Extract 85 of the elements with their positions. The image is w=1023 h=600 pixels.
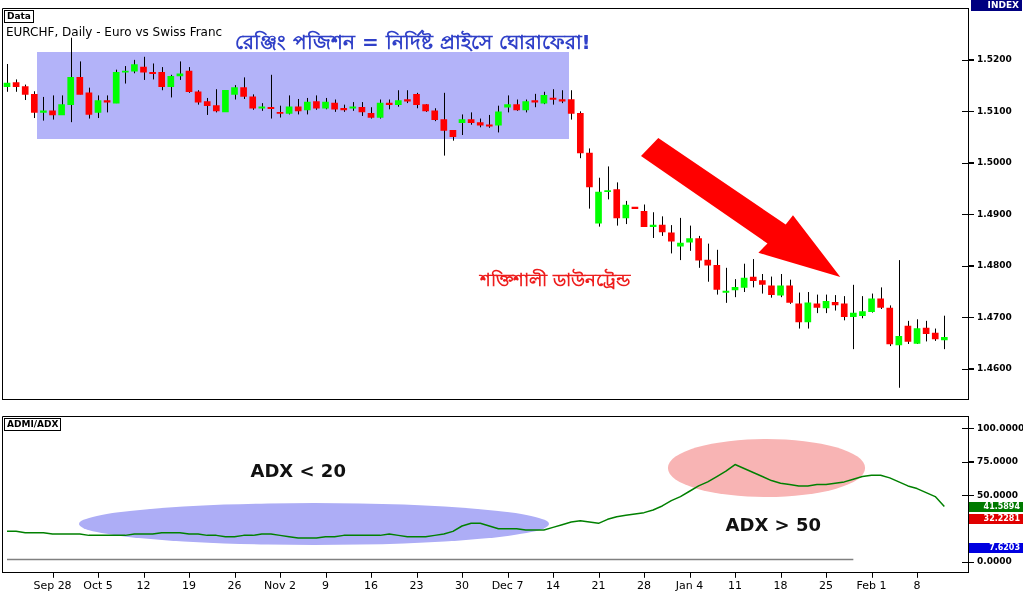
- y-tick-label: 100.0000: [977, 422, 1023, 433]
- candlestick: [795, 292, 803, 330]
- chart-title: Data: [4, 10, 34, 24]
- x-tick-label: 19: [182, 579, 197, 593]
- candlestick: [913, 318, 921, 345]
- candlestick: [376, 99, 384, 120]
- chart-title: ADMI/ADX: [4, 418, 62, 432]
- annotation: ADX > 50: [725, 513, 821, 535]
- candlestick: [58, 94, 65, 116]
- candlestick: [158, 66, 166, 91]
- y-tick-label: 1.4700: [977, 311, 1012, 322]
- candlestick: [567, 89, 575, 121]
- y-tick-label: 50.0000: [977, 489, 1018, 500]
- y-tick-label: 0.0000: [977, 556, 1012, 567]
- annotation: রেঞ্জিং পজিশন = নির্দিষ্ট প্রাইসে ঘোরাফেরা!: [235, 28, 591, 56]
- candlestick: [904, 320, 912, 345]
- x-tick-label: 21: [591, 579, 606, 593]
- candlestick: [695, 235, 702, 269]
- candlestick: [94, 94, 102, 119]
- candlestick: [85, 87, 93, 120]
- x-tick-label: 26: [227, 579, 242, 593]
- candlestick: [777, 273, 784, 298]
- candlestick: [222, 89, 229, 113]
- candlestick: [768, 276, 775, 299]
- x-tick-label: 8: [913, 579, 921, 593]
- candlestick: [850, 284, 857, 350]
- candlestick: [440, 92, 448, 157]
- candlestick: [167, 74, 175, 98]
- text: 41.5894: [969, 501, 1023, 512]
- x-tick-label: Nov 2: [264, 579, 296, 593]
- candlestick: [30, 90, 38, 119]
- x-tick-label: Oct 5: [83, 579, 113, 593]
- candlestick: [140, 56, 147, 81]
- candlestick: [495, 105, 502, 133]
- text: 32.2281: [969, 514, 1023, 525]
- x-tick-label: 14: [546, 579, 561, 593]
- candlestick: [749, 258, 757, 288]
- candlestick: [686, 225, 693, 252]
- candlestick: [668, 224, 675, 254]
- candlestick: [212, 88, 220, 113]
- y-tick-label: 1.4900: [977, 208, 1012, 219]
- annotation: শক্তিশালী ডাউনট্রেন্ড: [479, 267, 630, 292]
- candlestick: [658, 215, 666, 237]
- x-tick-label: Dec 7: [491, 579, 524, 593]
- candlestick: [622, 200, 630, 225]
- x-tick-label: 28: [637, 579, 652, 593]
- y-tick-label: 1.5000: [977, 157, 1012, 168]
- x-tick-label: 11: [728, 579, 743, 593]
- candlestick: [677, 217, 684, 261]
- x-tick-label: 16: [364, 579, 379, 593]
- y-axis-title: INDEX: [971, 0, 1022, 11]
- x-tick-label: 18: [773, 579, 788, 593]
- x-tick-label: Feb 1: [856, 579, 887, 593]
- candlestick: [759, 273, 766, 295]
- x-tick-label: 30: [455, 579, 470, 593]
- y-tick-label: 1.5200: [977, 54, 1012, 65]
- x-tick-label: 23: [409, 579, 424, 593]
- candlestick: [877, 286, 884, 310]
- candlestick: [840, 295, 848, 321]
- candlestick: [640, 204, 648, 228]
- candlestick: [704, 243, 712, 283]
- x-tick-label: Jan 4: [674, 579, 704, 593]
- x-tick-label: Sep 28: [33, 579, 72, 593]
- y-tick-label: 1.4600: [977, 363, 1012, 374]
- candlestick: [941, 315, 948, 350]
- x-tick-label: 25: [819, 579, 834, 593]
- y-tick-label: 1.4800: [977, 260, 1012, 271]
- candlestick: [240, 76, 247, 100]
- candlestick: [458, 113, 466, 136]
- candlestick: [40, 96, 47, 122]
- text: EURCHF, Daily - Euro vs Swiss Franc: [6, 25, 223, 40]
- candlestick: [604, 165, 611, 200]
- candlestick: [786, 279, 793, 305]
- candlestick: [176, 60, 184, 81]
- x-tick-label: 12: [136, 579, 151, 593]
- annotation: ADX < 20: [250, 459, 346, 481]
- text: 7.6203: [969, 542, 1023, 553]
- candlestick: [868, 293, 875, 314]
- candlestick: [859, 295, 866, 319]
- candlestick: [76, 60, 84, 95]
- y-tick-label: 1.5100: [977, 105, 1012, 116]
- x-tick-label: 9: [322, 579, 330, 593]
- candlestick: [804, 291, 812, 330]
- y-tick-label: 75.0000: [977, 456, 1018, 467]
- candlestick: [740, 263, 748, 293]
